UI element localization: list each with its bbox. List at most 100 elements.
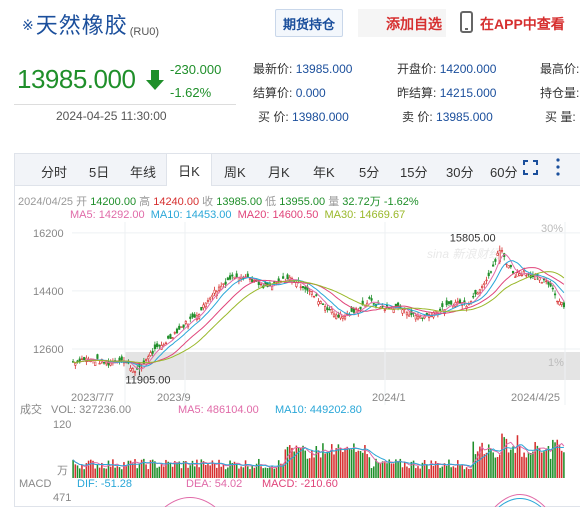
phone-icon[interactable] bbox=[460, 11, 473, 33]
volume-bar bbox=[450, 467, 452, 478]
ohlc-info: 2024/04/25 开 14200.00 高 14240.00 收 13985… bbox=[18, 196, 419, 208]
volume-bar bbox=[494, 457, 497, 478]
volume-bar bbox=[379, 462, 382, 478]
candle-body bbox=[235, 273, 238, 278]
candle-body bbox=[102, 362, 106, 364]
volume-bar bbox=[375, 458, 377, 478]
volume-bar bbox=[428, 469, 430, 478]
tab-weekly-k[interactable]: 周K bbox=[224, 165, 246, 180]
candle-body bbox=[164, 342, 168, 345]
candle-body bbox=[328, 308, 331, 311]
positions-button[interactable]: 期货持仓 bbox=[275, 9, 343, 37]
volume-bar bbox=[503, 437, 505, 478]
volume-bar bbox=[492, 452, 494, 478]
volume-bar bbox=[90, 459, 92, 478]
divider bbox=[14, 104, 236, 105]
candle-body bbox=[500, 250, 504, 252]
volume-bar bbox=[319, 457, 322, 478]
volume-bar bbox=[534, 442, 536, 478]
candle-body bbox=[456, 301, 459, 303]
candle-body bbox=[158, 344, 161, 347]
volume-bar bbox=[162, 466, 165, 478]
candle-body bbox=[405, 312, 409, 316]
volume-bar bbox=[355, 451, 357, 478]
volume-bar bbox=[81, 464, 83, 478]
volume-bar bbox=[337, 444, 340, 478]
candle-body bbox=[144, 359, 148, 361]
candle-body bbox=[149, 352, 152, 356]
volume-bar bbox=[240, 466, 242, 478]
volume-bar bbox=[395, 459, 397, 478]
volume-bar bbox=[532, 451, 534, 478]
volume-bar bbox=[483, 454, 486, 478]
candle-body bbox=[226, 277, 229, 281]
volume-bar bbox=[461, 465, 463, 478]
volume-bar bbox=[459, 464, 461, 478]
favorite-button-bg[interactable] bbox=[358, 9, 446, 37]
y-tick-label: 12600 bbox=[33, 344, 64, 356]
candle-body bbox=[178, 325, 181, 330]
volume-bar bbox=[392, 463, 395, 478]
tab-daily-k[interactable]: 日K bbox=[166, 154, 212, 186]
volume-bar bbox=[487, 444, 490, 478]
candle-body bbox=[193, 314, 196, 318]
tab-yearly-k[interactable]: 年K bbox=[313, 165, 335, 180]
volume-bar bbox=[191, 460, 194, 478]
volume-bar bbox=[136, 468, 138, 478]
candle-body bbox=[416, 315, 420, 320]
macd-value: MACD: -210.60 bbox=[262, 478, 338, 490]
tab-5min[interactable]: 5分 bbox=[359, 165, 380, 180]
candle-body bbox=[478, 289, 481, 294]
volume-bar bbox=[165, 459, 167, 478]
volume-bar bbox=[83, 469, 85, 478]
volume-bar bbox=[293, 451, 295, 478]
volume-bar bbox=[357, 450, 360, 478]
volume-bar bbox=[273, 468, 276, 478]
volume-bar bbox=[74, 464, 77, 478]
candle-body bbox=[299, 286, 302, 289]
tab-60min[interactable]: 60分 bbox=[490, 165, 518, 180]
tab-30min[interactable]: 30分 bbox=[446, 165, 474, 180]
tab-15min[interactable]: 15分 bbox=[400, 165, 428, 180]
candle-body bbox=[213, 289, 216, 294]
more-options-icon[interactable] bbox=[556, 158, 560, 176]
volume-bar bbox=[377, 462, 379, 478]
volume-bar bbox=[262, 468, 265, 478]
volume-bar bbox=[328, 452, 331, 478]
volume-bar bbox=[457, 460, 459, 478]
volume-bar bbox=[529, 453, 532, 478]
volume-bar bbox=[116, 466, 119, 478]
candle-body bbox=[392, 309, 395, 313]
volume-bar bbox=[300, 447, 302, 478]
volume-bar bbox=[468, 468, 470, 478]
candle-body bbox=[191, 313, 194, 318]
add-favorite-button[interactable]: 添加自选 bbox=[386, 16, 442, 32]
candle-body bbox=[372, 303, 375, 305]
volume-bar bbox=[123, 462, 125, 478]
open-in-app-button[interactable]: 在APP中查看 bbox=[480, 16, 565, 32]
volume-bar bbox=[481, 442, 483, 478]
volume-bar bbox=[406, 466, 408, 478]
volume-bar bbox=[414, 468, 417, 478]
volume-bar bbox=[543, 451, 545, 478]
tab-intraday[interactable]: 分时 bbox=[41, 165, 68, 180]
volume-bar bbox=[154, 461, 156, 478]
tab-5day[interactable]: 5日 bbox=[89, 165, 110, 180]
candle-body bbox=[343, 316, 347, 320]
volume-bar bbox=[158, 466, 161, 478]
volume-bar bbox=[246, 466, 249, 478]
volume-bar bbox=[220, 466, 223, 478]
volume-bar bbox=[463, 469, 466, 478]
volume-bar bbox=[432, 466, 435, 478]
volume-bar bbox=[231, 462, 234, 478]
tab-monthly-k[interactable]: 月K bbox=[268, 165, 290, 180]
ma-info: MA5: 14292.00 MA10: 14453.00 MA20: 14600… bbox=[70, 209, 406, 221]
kline-chart[interactable]: 16200 14400 12600 30% 1% sina 新浪财经 15805.00 119… bbox=[15, 220, 580, 507]
candle-body bbox=[474, 289, 477, 295]
volume-bar bbox=[204, 465, 207, 478]
fullscreen-icon[interactable] bbox=[523, 160, 538, 175]
tab-year-line[interactable]: 年线 bbox=[130, 165, 157, 180]
candle-body bbox=[74, 362, 77, 366]
candle-body bbox=[483, 282, 486, 285]
candle-body bbox=[383, 309, 386, 312]
